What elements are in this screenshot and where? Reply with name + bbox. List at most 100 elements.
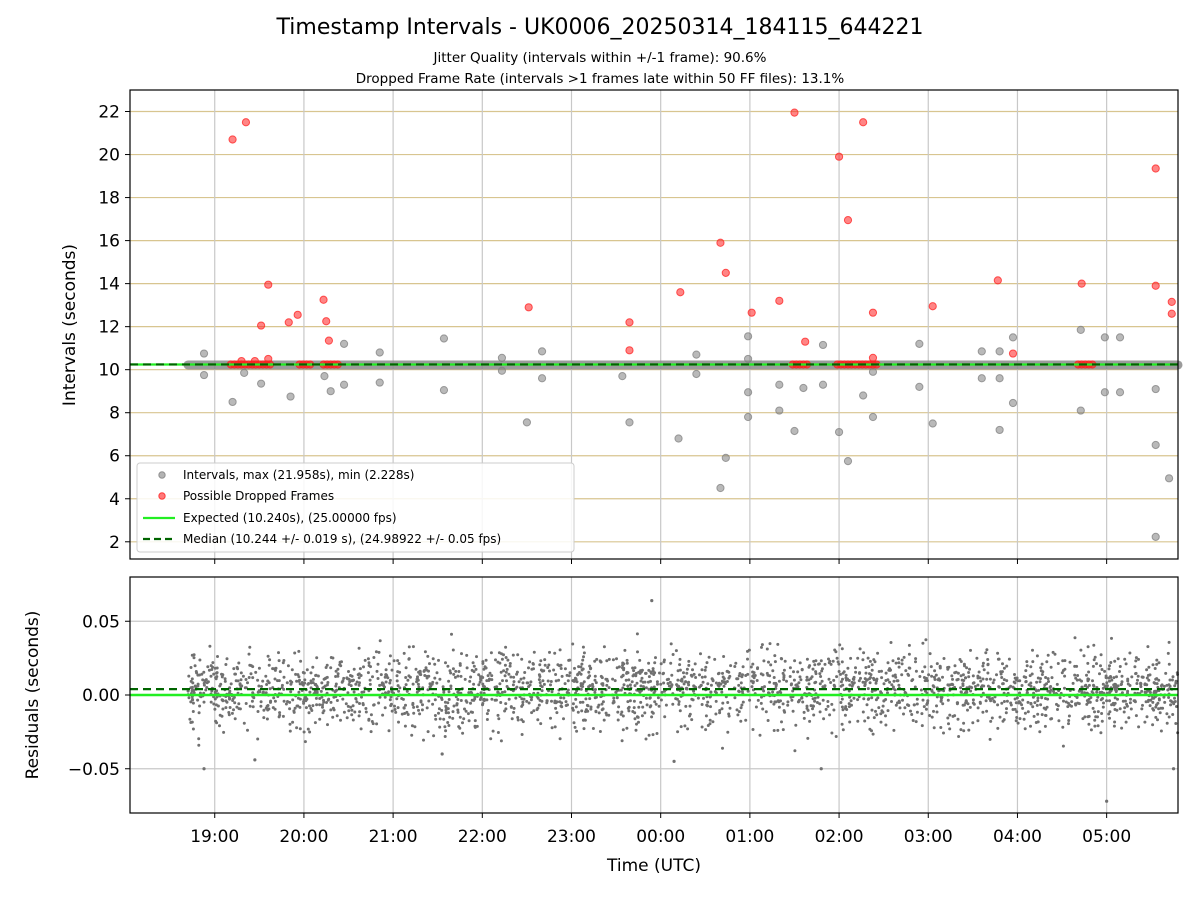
residual-point	[366, 671, 370, 675]
residual-point	[1113, 720, 1117, 724]
interval-point	[199, 370, 209, 380]
residual-point	[967, 675, 971, 679]
residual-point	[620, 739, 624, 743]
residual-point	[405, 689, 409, 693]
residual-point	[432, 734, 436, 738]
residual-point	[318, 703, 322, 707]
residual-point	[1136, 674, 1140, 678]
residual-point	[884, 671, 888, 675]
residual-point	[723, 682, 727, 685]
residual-point	[277, 715, 281, 719]
residual-point	[510, 717, 514, 721]
residual-point	[321, 703, 324, 707]
residual-point	[187, 696, 191, 700]
residual-point	[682, 671, 685, 675]
chart-title: Timestamp Intervals - UK0006_20250314_18…	[276, 15, 924, 40]
residual-point	[1079, 648, 1083, 652]
residual-point	[527, 666, 530, 670]
residual-point	[671, 653, 675, 656]
residual-point	[426, 688, 430, 692]
residual-point	[739, 681, 743, 685]
residual-point	[823, 662, 827, 666]
residual-point	[682, 675, 686, 679]
residual-point	[1159, 706, 1163, 710]
residual-point	[688, 712, 692, 716]
residual-point	[976, 683, 980, 687]
residual-point	[656, 696, 660, 700]
residual-point	[315, 656, 319, 660]
residual-point	[398, 670, 402, 674]
residual-point	[1036, 696, 1040, 700]
residual-point	[594, 710, 598, 714]
residual-point	[1086, 645, 1090, 649]
interval-point	[439, 386, 449, 395]
dropped-frame-point	[859, 118, 868, 127]
residual-point	[840, 697, 844, 701]
residual-point	[1095, 699, 1099, 702]
residual-point	[502, 669, 506, 673]
residual-point	[309, 671, 313, 675]
residual-point	[209, 700, 213, 704]
residual-point	[459, 699, 463, 702]
residual-point	[1120, 680, 1124, 684]
residual-point	[407, 657, 411, 661]
residual-point	[700, 703, 704, 706]
residual-point	[665, 678, 669, 682]
residual-point	[469, 701, 472, 705]
residual-point	[319, 689, 323, 693]
residual-point	[187, 674, 191, 678]
residual-point	[547, 663, 551, 667]
residual-point	[197, 743, 201, 747]
residual-point	[870, 708, 874, 712]
residual-point	[791, 709, 795, 713]
residual-point	[880, 669, 883, 673]
residual-point	[858, 671, 862, 675]
residual-point	[739, 719, 743, 723]
residual-point	[647, 687, 651, 691]
residual-point	[464, 699, 468, 703]
residual-point	[741, 673, 744, 677]
residual-point	[863, 719, 867, 723]
residual-point	[866, 656, 870, 660]
residual-point	[213, 697, 217, 701]
residual-point	[806, 736, 810, 740]
residual-point	[647, 661, 651, 665]
residual-point	[1162, 695, 1166, 699]
residual-point	[1093, 724, 1097, 728]
interval-point	[1076, 325, 1085, 334]
residual-point	[1157, 697, 1161, 701]
residual-point	[1076, 701, 1080, 705]
residual-point	[709, 690, 713, 694]
residual-point	[678, 709, 682, 713]
residual-point	[442, 690, 446, 694]
residual-point	[962, 679, 966, 682]
residual-point	[386, 676, 390, 680]
residual-point	[640, 676, 644, 680]
residual-point	[344, 702, 348, 706]
residual-point	[818, 682, 822, 686]
residual-point	[777, 705, 781, 709]
residual-point	[384, 673, 388, 677]
residual-point	[462, 717, 466, 721]
residual-point	[816, 695, 820, 699]
residual-point	[331, 715, 335, 719]
residual-point	[472, 682, 476, 686]
residual-point	[1139, 682, 1143, 686]
residual-point	[477, 673, 481, 677]
residual-point	[705, 661, 709, 665]
residual-point	[751, 728, 755, 731]
residual-point	[1013, 676, 1017, 680]
residual-point	[1091, 664, 1095, 668]
residual-point	[713, 657, 717, 661]
residual-point	[711, 720, 715, 724]
residual-point	[771, 690, 775, 694]
residual-point	[567, 674, 571, 678]
residual-point	[854, 666, 857, 670]
residual-point	[988, 737, 992, 741]
residual-point	[468, 679, 472, 683]
residual-point	[871, 732, 875, 736]
residual-point	[652, 685, 656, 689]
residual-point	[554, 706, 558, 710]
residual-point	[433, 698, 437, 702]
